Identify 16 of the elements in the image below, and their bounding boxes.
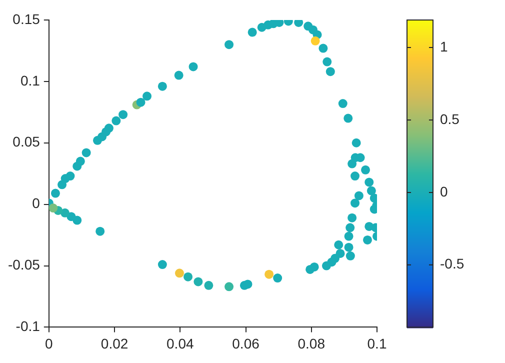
x-tick-label: 0.02: [100, 335, 128, 352]
color-bar-label: 1: [440, 38, 448, 54]
x-tick-label: 0.06: [232, 335, 260, 352]
y-tick-label: -0.05: [8, 256, 40, 273]
x-tick-label: 0.1: [367, 335, 387, 352]
y-tick-label: -0.1: [16, 318, 40, 334]
y-tick-label: 0: [32, 195, 40, 212]
color-bar-label: 0: [440, 183, 448, 200]
color-bar-label: 0.5: [440, 110, 460, 127]
y-tick-label: 0.05: [12, 134, 40, 150]
y-tick-label: 0.1: [20, 72, 40, 88]
y-tick-label: 0.15: [12, 10, 40, 27]
color-bar-label: -0.5: [440, 256, 464, 272]
x-tick-label: 0.08: [298, 335, 326, 352]
x-tick-label: 0.04: [166, 335, 194, 352]
x-tick-label: 0: [45, 335, 54, 352]
